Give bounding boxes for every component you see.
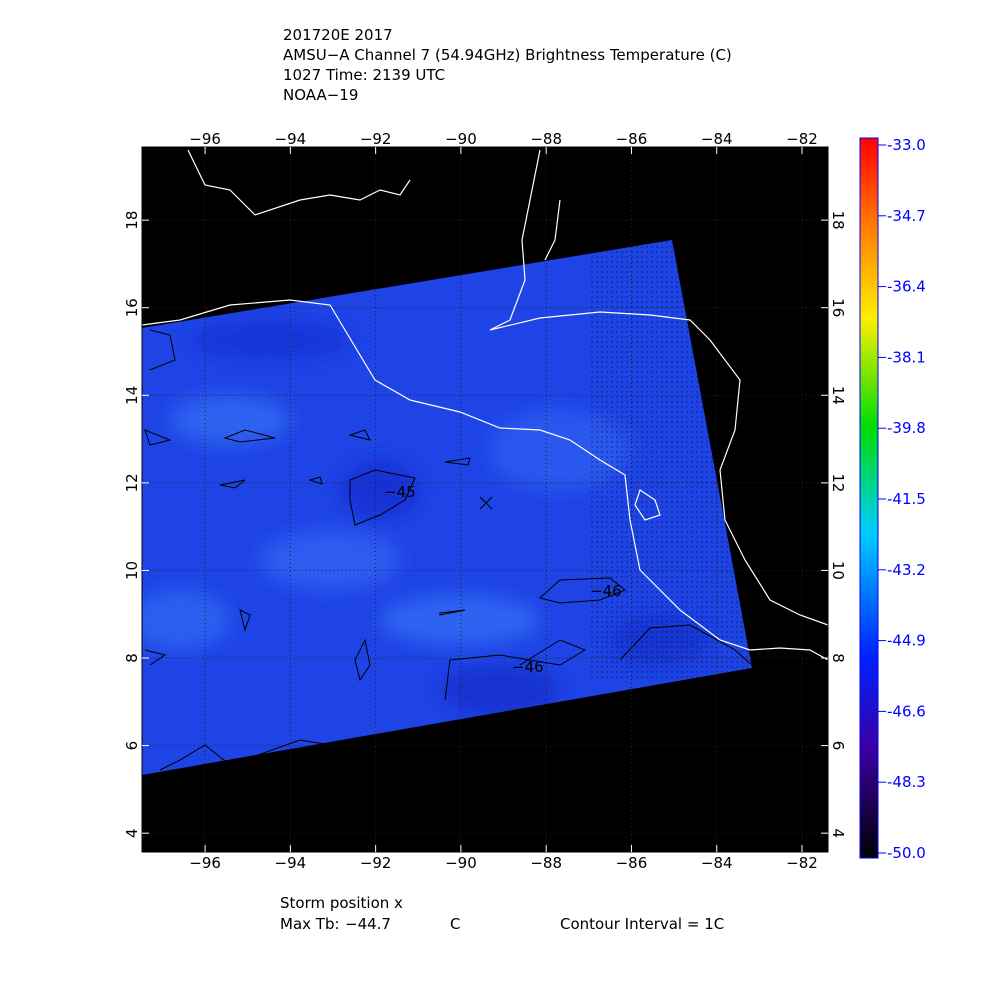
y-tick-label: 12 [123, 473, 141, 492]
contour [619, 624, 753, 666]
contour-label: −46 [590, 582, 622, 600]
colorbar-label: -34.7 [887, 207, 926, 225]
grid [142, 147, 828, 852]
colorbar-label: -36.4 [887, 278, 926, 296]
max-tb-unit: C [450, 915, 460, 933]
colorbar-label: -46.6 [887, 702, 926, 720]
storm-marker [479, 496, 493, 510]
lake [634, 489, 661, 521]
contour-label: −46 [512, 658, 544, 676]
x-tick-label: −92 [360, 854, 392, 872]
colorbar-label: -48.3 [887, 773, 926, 791]
title-line: NOAA−19 [283, 86, 358, 104]
y-tick-label: 8 [123, 653, 141, 663]
coastline [187, 149, 411, 216]
y-tick-label: 14 [123, 386, 141, 405]
y-tick-label: 16 [829, 298, 847, 317]
title-line: AMSU−A Channel 7 (54.94GHz) Brightness T… [283, 46, 732, 64]
map-frame [141, 146, 829, 853]
storm-note: Storm position x [280, 894, 403, 912]
y-tick-label: 10 [829, 561, 847, 580]
colorbar-label: -43.2 [887, 561, 926, 579]
y-tick-label: 18 [829, 211, 847, 230]
footer: Storm position x Max Tb: −44.7 C Contour… [280, 894, 724, 933]
contour [159, 739, 331, 771]
y-tick-label: 18 [123, 211, 141, 230]
colorbar-label: -33.0 [887, 136, 926, 154]
contour [239, 609, 466, 682]
x-tick-label: −94 [275, 130, 307, 148]
axis-ticks: −96 −96 −94 −94 −92 −92 −90 −90 −88 −88 −86 −86 −84 −… [123, 130, 847, 872]
x-tick-label: −86 [616, 130, 648, 148]
colorbar-label: -50.0 [887, 844, 926, 862]
contour [149, 329, 176, 371]
contour [219, 457, 471, 489]
y-tick-label: 10 [123, 561, 141, 580]
colorbar-label: -41.5 [887, 490, 926, 508]
x-tick-label: −88 [530, 130, 562, 148]
contour-interval: Contour Interval = 1C [560, 915, 724, 933]
x-tick-label: −84 [701, 854, 733, 872]
x-tick-label: −90 [445, 854, 477, 872]
x-tick-label: −92 [360, 130, 392, 148]
title-line: 1027 Time: 2139 UTC [283, 66, 445, 84]
y-tick-label: 16 [123, 298, 141, 317]
contour-label: −45 [384, 483, 416, 501]
x-tick-label: −96 [189, 130, 221, 148]
x-tick-label: −88 [530, 854, 562, 872]
contour [538, 577, 626, 604]
header: 201720E 2017 AMSU−A Channel 7 (54.94GHz)… [283, 26, 732, 104]
coastline [141, 299, 829, 661]
x-tick-label: −84 [701, 130, 733, 148]
max-tb-value: −44.7 [345, 915, 391, 933]
colorbar-ticks: -33.0 -34.7 -36.4 -38.1 -39.8 -41.5 -43.2 -44.9… [878, 136, 926, 862]
swath [142, 240, 752, 775]
x-tick-label: −96 [189, 854, 221, 872]
y-tick-label: 6 [123, 741, 141, 751]
x-tick-label: −86 [616, 854, 648, 872]
y-tick-label: 4 [123, 828, 141, 838]
x-tick-label: −82 [786, 854, 818, 872]
contours: −45 −46 −46 [144, 329, 753, 771]
contour [444, 639, 587, 701]
contour [144, 429, 371, 446]
x-tick-label: −90 [445, 130, 477, 148]
y-tick-label: 14 [829, 386, 847, 405]
colorbar [859, 137, 879, 859]
coastline [544, 199, 561, 261]
y-tick-label: 12 [829, 473, 847, 492]
coastlines [141, 149, 829, 661]
max-tb-label: Max Tb: [280, 915, 340, 933]
colorbar-label: -44.9 [887, 632, 926, 650]
contour [349, 469, 416, 526]
y-tick-label: 4 [829, 828, 847, 838]
y-tick-label: 8 [829, 653, 847, 663]
x-tick-label: −82 [786, 130, 818, 148]
y-tick-label: 6 [829, 741, 847, 751]
colorbar-label: -39.8 [887, 419, 926, 437]
title-line: 201720E 2017 [283, 26, 393, 44]
contour [144, 649, 167, 666]
colorbar-label: -38.1 [887, 348, 926, 366]
x-tick-label: −94 [275, 854, 307, 872]
coastline [489, 149, 829, 626]
